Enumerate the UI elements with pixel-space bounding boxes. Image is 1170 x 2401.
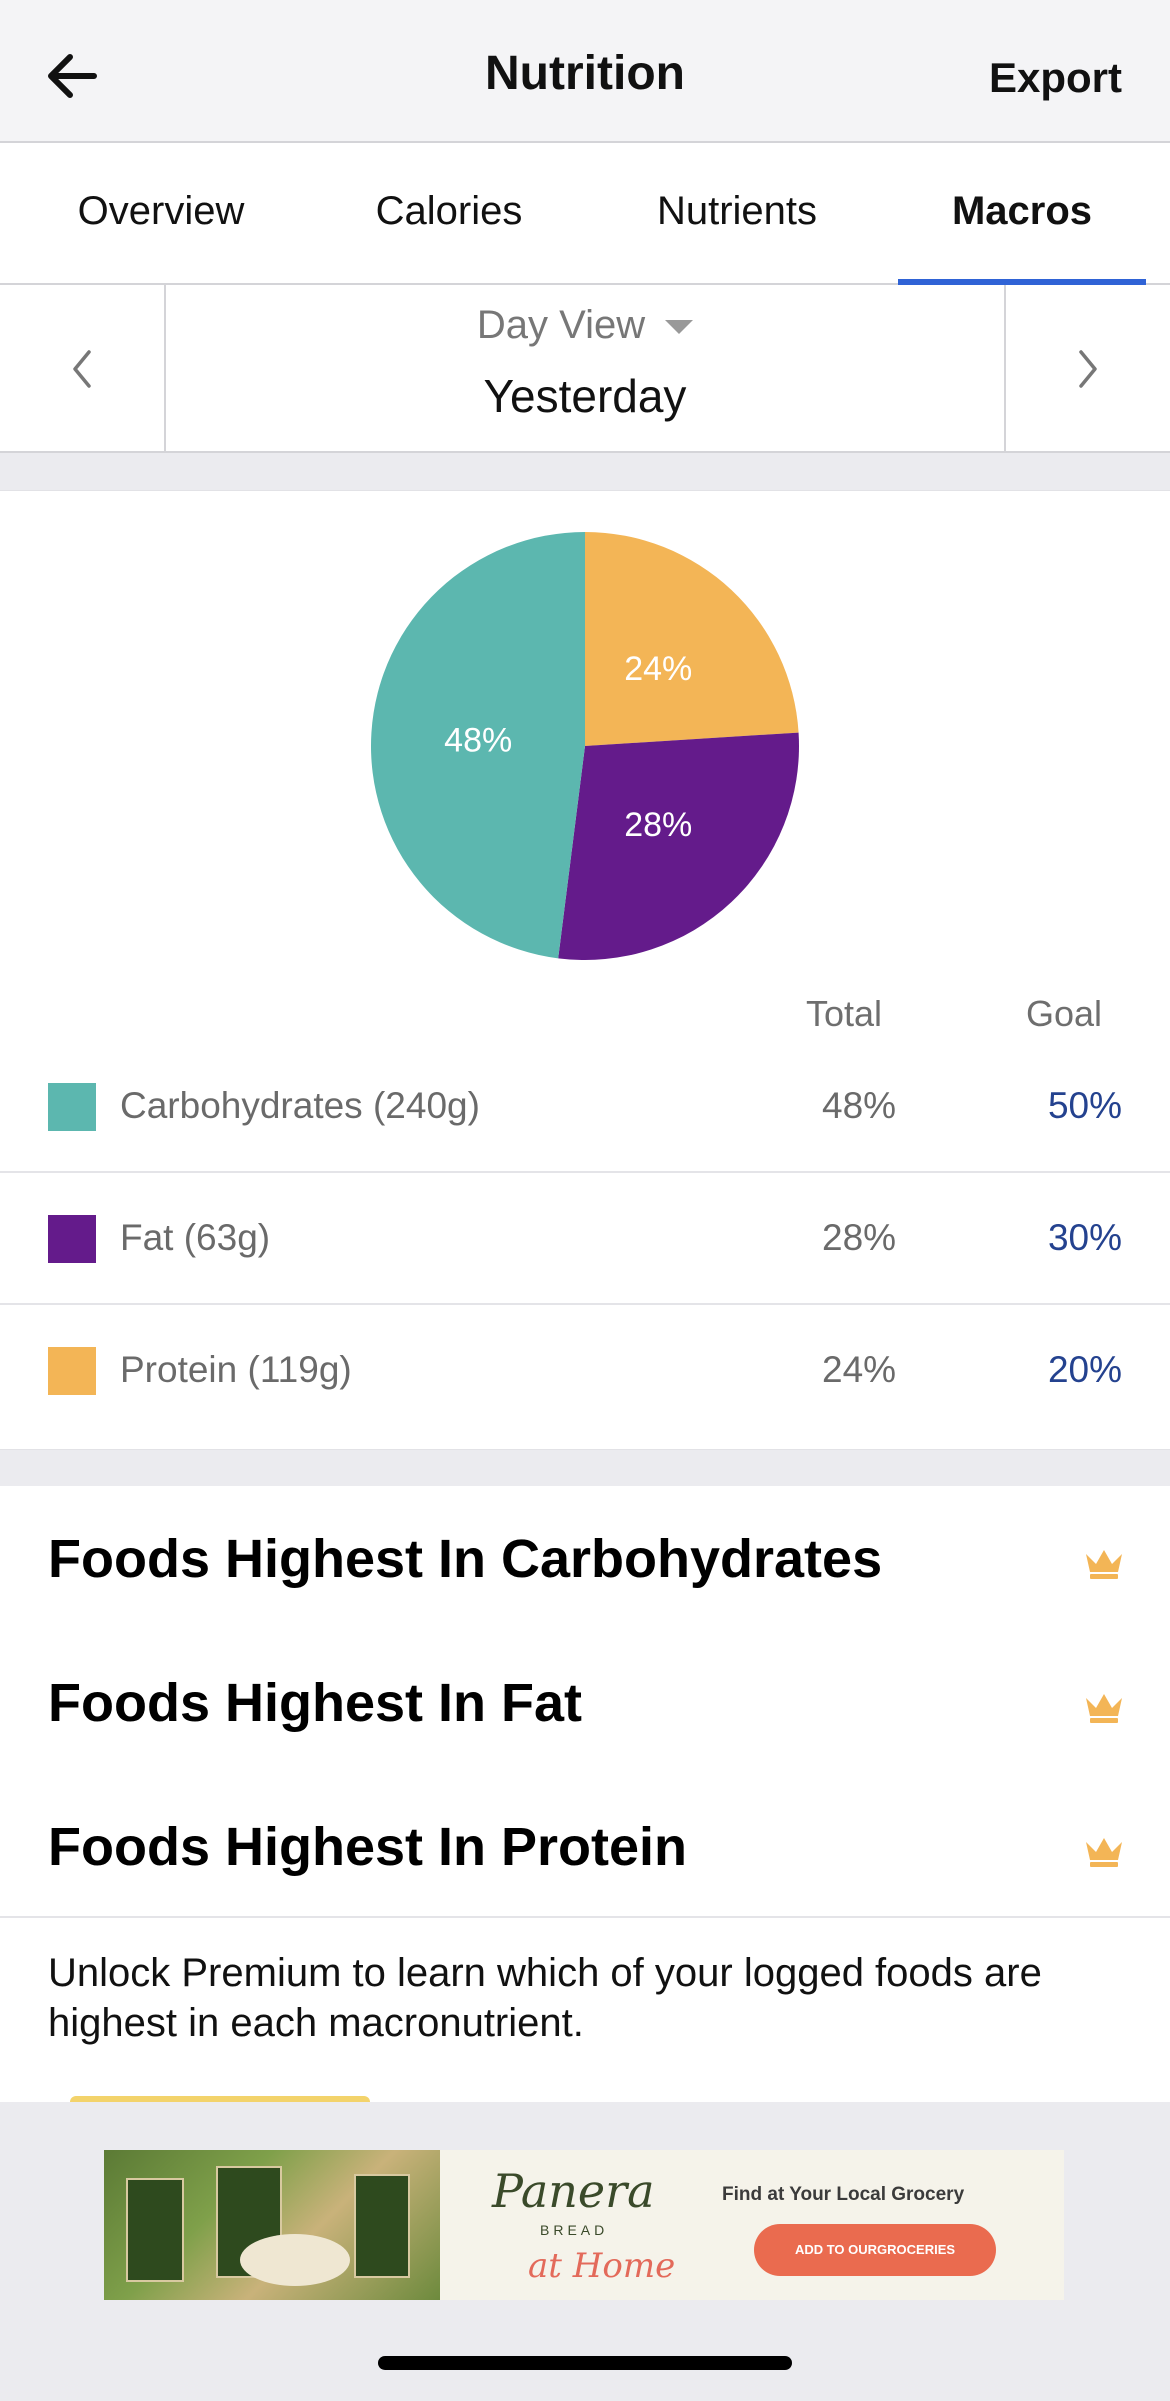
total-column-header: Total [806, 993, 883, 1034]
ad-banner[interactable]: Panera BREAD at Home Find at Your Local … [104, 2150, 1064, 2300]
chevron-right-icon [1079, 350, 1097, 388]
macro-label: Protein (119g) [120, 1349, 352, 1390]
export-button[interactable]: Export [988, 54, 1122, 101]
tab-nutrients[interactable]: Nutrients [656, 189, 818, 233]
active-tab-indicator [898, 279, 1146, 285]
macro-label: Carbohydrates (240g) [120, 1085, 480, 1126]
macro-total: 28% [822, 1217, 897, 1258]
foods-highest-protein[interactable]: Foods Highest In Protein [0, 1774, 1170, 1918]
ad-brand-logo: Panera [492, 2164, 655, 2218]
macro-row-carbohydrates: Carbohydrates (240g) 48% 50% [0, 1041, 1170, 1173]
macro-goal[interactable]: 20% [1047, 1349, 1122, 1390]
pie-slice-protein [585, 532, 799, 746]
foods-highest-fat[interactable]: Foods Highest In Fat [0, 1630, 1170, 1774]
tab-calories[interactable]: Calories [375, 189, 523, 233]
ad-area: Panera BREAD at Home Find at Your Local … [0, 2102, 1170, 2401]
ad-brand-sub: BREAD [540, 2222, 609, 2238]
product-box [354, 2174, 410, 2278]
macro-row-fat: Fat (63g) 28% 30% [0, 1173, 1170, 1305]
tab-macros[interactable]: Macros [951, 189, 1093, 233]
ad-cta-button[interactable]: ADD TO OURGROCERIES [754, 2224, 996, 2276]
macro-total: 24% [822, 1349, 897, 1390]
foods-highest-section: Foods Highest In Carbohydrates Foods Hig… [0, 1486, 1170, 2104]
macros-card: 24% 28% 48% Total Goal Carbohydrates (240g… [0, 490, 1170, 1450]
macros-pie-chart: 24% 28% 48% [370, 532, 799, 960]
caret-down-icon [665, 320, 694, 335]
fat-swatch [48, 1215, 96, 1263]
premium-button-peek[interactable] [70, 2096, 370, 2104]
ad-product-image [104, 2150, 440, 2300]
macro-goal[interactable]: 30% [1047, 1217, 1122, 1258]
ad-brand-home: at Home [528, 2246, 676, 2286]
day-selector: Day View Yesterday [0, 285, 1170, 453]
food-row-title: Foods Highest In Fat [48, 1673, 582, 1733]
selected-day: Yesterday [483, 370, 687, 422]
macro-goal[interactable]: 50% [1047, 1085, 1122, 1126]
premium-upsell-text: Unlock Premium to learn which of your lo… [48, 1951, 1042, 2045]
tab-overview[interactable]: Overview [77, 189, 245, 233]
pie-slice-carbohydrates [370, 532, 585, 959]
product-box [126, 2178, 184, 2282]
back-arrow-icon[interactable] [40, 44, 104, 108]
divider [0, 1916, 1170, 1918]
premium-crown-icon [1086, 1838, 1122, 1867]
ad-tagline: Find at Your Local Grocery [722, 2184, 965, 2205]
next-day-button[interactable] [1004, 285, 1170, 453]
macro-total: 48% [822, 1085, 897, 1126]
day-view-label: Day View [476, 303, 646, 347]
nav-header: Nutrition Export [0, 0, 1170, 143]
chevron-left-icon [73, 350, 91, 388]
page-title: Nutrition [485, 47, 685, 100]
food-row-title: Foods Highest In Protein [48, 1817, 688, 1877]
food-row-title: Foods Highest In Carbohydrates [48, 1529, 883, 1589]
protein-swatch [48, 1347, 96, 1395]
pie-slice-label: 28% [624, 806, 692, 844]
pie-slice-label: 48% [444, 721, 512, 759]
foods-highest-carbohydrates[interactable]: Foods Highest In Carbohydrates [0, 1486, 1170, 1630]
home-indicator[interactable] [378, 2356, 792, 2370]
goal-column-header: Goal [1026, 993, 1103, 1034]
carbohydrates-swatch [48, 1083, 96, 1131]
premium-crown-icon [1086, 1694, 1122, 1723]
pie-slice-label: 24% [624, 650, 692, 688]
day-view-dropdown[interactable]: Day View [0, 303, 1170, 348]
macro-row-protein: Protein (119g) 24% 20% [0, 1305, 1170, 1437]
previous-day-button[interactable] [0, 285, 166, 453]
macro-label: Fat (63g) [120, 1217, 271, 1258]
product-bowl [240, 2234, 350, 2286]
tab-bar: Overview Calories Nutrients Macros [0, 143, 1170, 285]
premium-crown-icon [1086, 1550, 1122, 1579]
pie-slice-fat [558, 732, 799, 960]
